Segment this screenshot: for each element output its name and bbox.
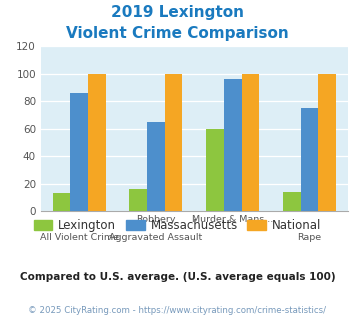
Text: 2019 Lexington: 2019 Lexington xyxy=(111,5,244,20)
Text: Rape: Rape xyxy=(297,233,322,242)
Bar xyxy=(241,74,259,211)
Bar xyxy=(301,108,318,211)
Bar xyxy=(165,74,182,211)
Bar xyxy=(206,129,224,211)
Text: Violent Crime Comparison: Violent Crime Comparison xyxy=(66,26,289,41)
Bar xyxy=(318,74,336,211)
Text: Murder & Mans...: Murder & Mans... xyxy=(192,214,273,223)
Bar xyxy=(53,193,70,211)
Bar xyxy=(70,93,88,211)
Bar xyxy=(88,74,106,211)
Bar xyxy=(224,79,241,211)
Bar xyxy=(283,192,301,211)
Text: Aggravated Assault: Aggravated Assault xyxy=(109,233,203,242)
Bar xyxy=(147,122,165,211)
Text: Robbery: Robbery xyxy=(136,214,176,223)
Text: All Violent Crime: All Violent Crime xyxy=(40,233,119,242)
Text: Compared to U.S. average. (U.S. average equals 100): Compared to U.S. average. (U.S. average … xyxy=(20,272,335,282)
Bar xyxy=(130,189,147,211)
Text: © 2025 CityRating.com - https://www.cityrating.com/crime-statistics/: © 2025 CityRating.com - https://www.city… xyxy=(28,306,327,315)
Legend: Lexington, Massachusetts, National: Lexington, Massachusetts, National xyxy=(29,214,326,237)
